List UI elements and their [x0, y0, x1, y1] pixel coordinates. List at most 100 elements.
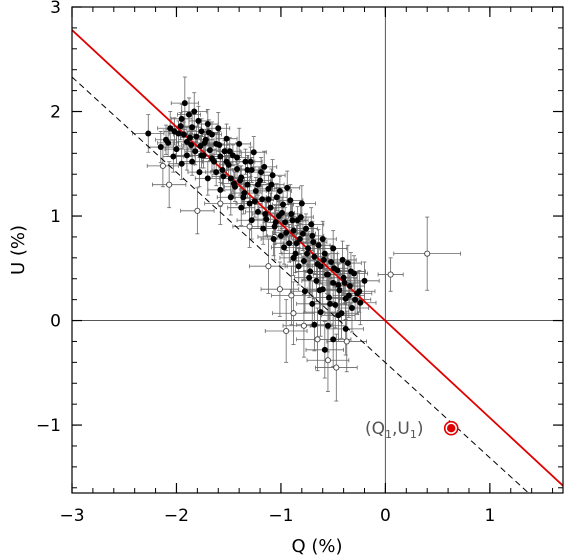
filled-data-point [324, 322, 331, 329]
filled-data-point [246, 200, 253, 207]
filled-data-point [188, 141, 195, 148]
filled-data-point [289, 217, 296, 224]
filled-data-point [238, 204, 245, 211]
filled-data-point [208, 155, 215, 162]
filled-data-point [254, 181, 261, 188]
filled-data-point [270, 236, 277, 243]
filled-data-point [267, 204, 274, 211]
filled-data-point [178, 160, 185, 167]
open-data-point [283, 327, 290, 335]
filled-data-point [206, 147, 213, 154]
filled-data-point [339, 256, 346, 263]
filled-data-point [305, 245, 312, 252]
filled-data-point [319, 236, 326, 243]
filled-data-point [356, 288, 363, 295]
filled-data-point [258, 169, 265, 176]
open-data-point [276, 286, 283, 293]
filled-data-point [283, 229, 290, 236]
open-data-point [194, 207, 201, 214]
filled-data-point [198, 128, 205, 135]
plot-frame [71, 6, 564, 494]
filled-data-point [145, 130, 152, 137]
filled-data-point [352, 296, 359, 303]
filled-data-point [263, 216, 270, 223]
filled-data-point [181, 100, 188, 107]
filled-data-point [336, 287, 343, 294]
x-tick-label: −3 [59, 506, 84, 526]
filled-data-point [180, 131, 187, 138]
axis-ticks: −3 −2 −1 0 1 −1 0 1 2 3 [36, 0, 563, 526]
filled-data-point [223, 135, 230, 142]
filled-data-point [197, 143, 204, 150]
open-data-point [314, 336, 321, 343]
filled-data-point [296, 236, 303, 243]
highlight-point-label: (Q1,U1) [365, 419, 424, 441]
filled-data-point [265, 185, 272, 192]
filled-data-point [340, 274, 347, 281]
filled-data-point [278, 209, 285, 216]
filled-data-point [335, 282, 342, 289]
filled-data-point [328, 259, 335, 266]
filled-data-point [261, 163, 268, 170]
filled-data-point [171, 128, 178, 135]
x-axis-title: Q (%) [291, 536, 342, 557]
filled-data-point [280, 201, 287, 208]
filled-data-point [301, 288, 308, 295]
filled-data-point [321, 250, 328, 257]
filled-data-point [298, 200, 305, 207]
filled-data-point [201, 139, 208, 146]
filled-data-point [330, 245, 337, 252]
filled-data-point [219, 167, 226, 174]
x-tick-label: 1 [484, 506, 495, 526]
filled-data-point [234, 154, 241, 161]
y-tick-label: −1 [36, 416, 61, 436]
filled-data-point [314, 261, 321, 268]
filled-data-point [242, 158, 249, 165]
y-axis-title: U (%) [8, 225, 29, 275]
filled-data-point [223, 158, 230, 165]
highlight-point [447, 424, 456, 433]
y-tick-label: 3 [50, 0, 61, 18]
filled-data-point [192, 148, 199, 155]
filled-data-point [284, 184, 291, 191]
filled-data-point [335, 312, 342, 319]
x-tick-label: −1 [268, 506, 293, 526]
filled-data-point [236, 140, 243, 147]
y-tick-label: 0 [50, 312, 61, 332]
open-data-point [324, 357, 331, 364]
filled-data-point [268, 181, 275, 188]
filled-data-point [193, 133, 200, 140]
open-data-point [333, 364, 340, 371]
filled-data-point [234, 166, 241, 172]
filled-data-point [165, 139, 172, 146]
filled-data-point [272, 219, 279, 226]
filled-data-point [241, 190, 248, 197]
open-data-point [387, 271, 394, 278]
filled-data-point [290, 227, 297, 234]
filled-data-point [250, 149, 257, 156]
filled-data-point [189, 158, 196, 165]
filled-data-point [260, 225, 267, 232]
filled-data-point [345, 292, 352, 299]
filled-data-point [300, 257, 307, 264]
filled-data-point [330, 336, 337, 343]
filled-data-point [248, 217, 255, 224]
filled-data-point [217, 153, 224, 160]
data-markers [145, 100, 431, 371]
filled-data-point [287, 197, 294, 204]
filled-data-point [297, 214, 304, 221]
filled-data-point [313, 277, 320, 284]
filled-data-point [220, 173, 227, 180]
filled-data-point [170, 153, 177, 160]
filled-data-point [299, 230, 306, 237]
filled-data-point [310, 239, 317, 246]
filled-data-point [251, 198, 258, 205]
fit-line-solid [72, 29, 563, 487]
filled-data-point [217, 186, 224, 193]
filled-data-point [281, 244, 288, 251]
filled-data-point [226, 148, 233, 155]
highlight-point-group: (Q1,U1) [365, 419, 459, 441]
filled-data-point [215, 125, 222, 132]
filled-data-point [189, 124, 196, 131]
